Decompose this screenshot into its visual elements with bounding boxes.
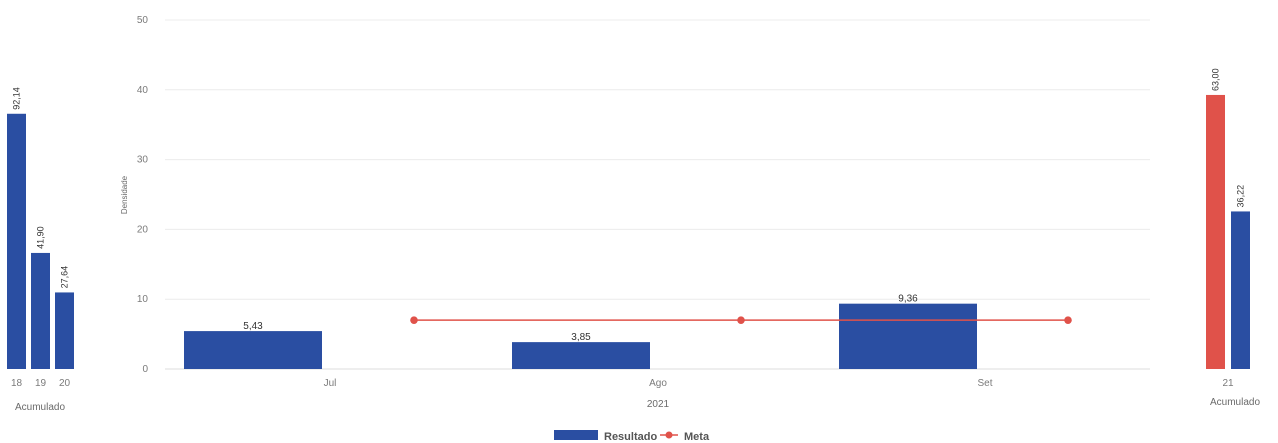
left-value-label: 27,64 (60, 266, 70, 289)
y-tick-label: 50 (137, 15, 149, 26)
y-tick-label: 10 (137, 294, 149, 305)
meta-point (410, 316, 418, 324)
legend-meta-marker (665, 431, 673, 439)
meta-point (1064, 316, 1072, 324)
resultado-bar (184, 331, 322, 369)
x-tick-label: Jul (324, 378, 337, 389)
left-value-label: 92,14 (12, 87, 22, 110)
left-value-label: 41,90 (36, 226, 46, 249)
left-x-tick-label: 20 (59, 378, 71, 389)
x-axis-label: 2021 (647, 399, 670, 410)
x-tick-label: Set (977, 378, 992, 389)
legend-resultado-label[interactable]: Resultado (604, 431, 657, 443)
resultado-bar (839, 303, 977, 369)
legend-resultado-swatch (554, 430, 598, 440)
left-bar (31, 252, 50, 369)
right-x-tick-label: 21 (1222, 378, 1234, 389)
left-bar (7, 113, 26, 369)
y-tick-label: 30 (137, 155, 149, 166)
right-value-label: 63,00 (1211, 68, 1221, 91)
resultado-value-label: 9,36 (898, 294, 918, 305)
right-panel-label: Acumulado (1210, 397, 1260, 408)
resultado-value-label: 5,43 (243, 321, 263, 332)
right-meta-bar (1206, 94, 1225, 369)
left-panel-label: Acumulado (15, 402, 65, 413)
y-tick-label: 0 (142, 364, 148, 375)
resultado-bar (512, 342, 650, 369)
y-tick-label: 20 (137, 224, 149, 235)
left-bar (55, 292, 74, 369)
gridlines (165, 19, 1150, 370)
y-axis-label: Densidade (120, 175, 129, 214)
left-x-tick-label: 18 (11, 378, 23, 389)
resultado-value-label: 3,85 (571, 332, 591, 343)
meta-point (737, 316, 745, 324)
legend-meta-label[interactable]: Meta (684, 431, 710, 443)
legend[interactable]: Resultado Meta (554, 430, 710, 443)
left-x-tick-label: 19 (35, 378, 47, 389)
right-value-label: 36,22 (1236, 185, 1246, 208)
x-tick-label: Ago (649, 378, 667, 389)
right-resultado-bar (1231, 211, 1250, 369)
main-axes: Densidade 2021 Acumulado Acumulado (15, 175, 1260, 413)
chart-marks: 0 10 20 30 40 50 5,43 Jul 3,85 Ago 9,36 Set 92,14 18 4… (7, 15, 1250, 389)
y-tick-label: 40 (137, 85, 149, 96)
